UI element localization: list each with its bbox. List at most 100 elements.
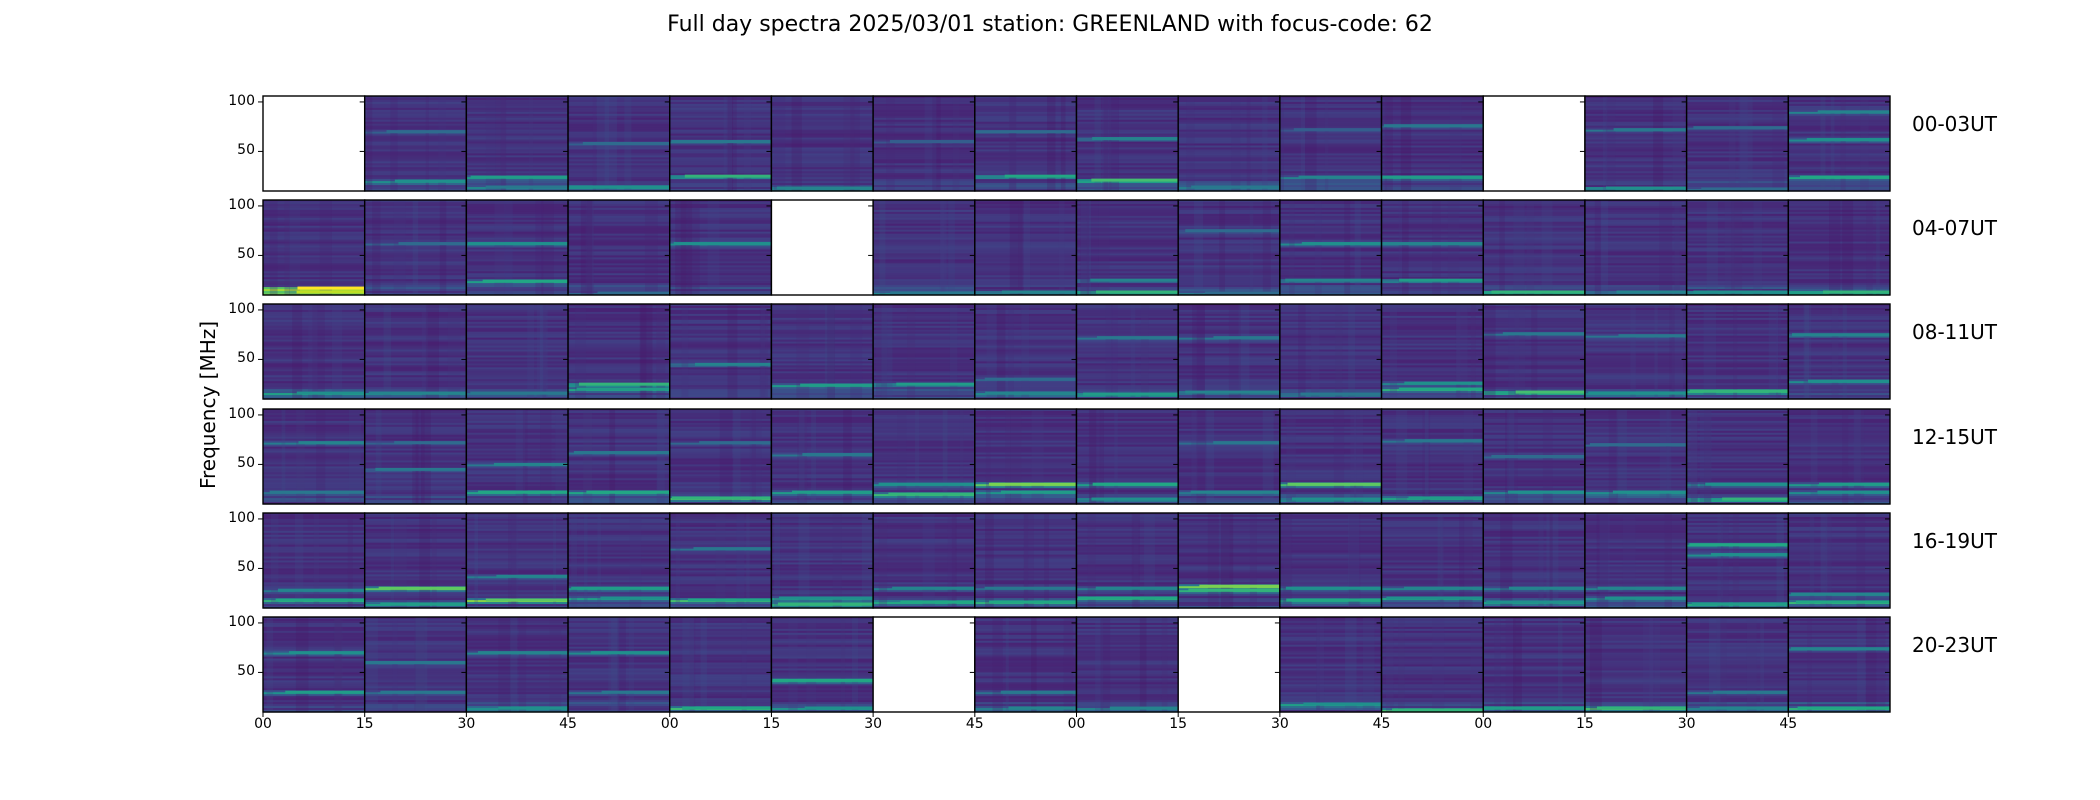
spectrum-cell bbox=[1279, 205, 1382, 209]
spectrum-cell bbox=[1381, 600, 1484, 603]
spectrum-cell bbox=[466, 446, 569, 450]
spectrum-cell bbox=[1483, 273, 1585, 276]
spectrum-cell bbox=[1279, 151, 1382, 154]
spectrum-cell bbox=[1686, 163, 1789, 166]
spectrum-cell bbox=[771, 544, 874, 548]
spectrum-cell bbox=[669, 686, 772, 689]
emission-band bbox=[375, 467, 467, 471]
spectrum-cell bbox=[1584, 307, 1687, 311]
spectrum-cell bbox=[1076, 446, 1179, 450]
spectrum-cell bbox=[1076, 618, 1179, 622]
spectrum-texture bbox=[1105, 304, 1113, 399]
spectrum-cell bbox=[263, 574, 365, 577]
spectrum-cell bbox=[1788, 434, 1890, 438]
spectrum-cell bbox=[466, 409, 569, 412]
spectrum-cell bbox=[364, 125, 467, 129]
spectrum-cell bbox=[364, 446, 467, 450]
emission-band bbox=[1616, 290, 1687, 294]
spectrum-texture bbox=[1738, 96, 1748, 191]
spectrum-texture bbox=[1740, 96, 1753, 191]
spectrum-cell bbox=[1381, 133, 1484, 137]
spectrum-texture bbox=[1349, 513, 1361, 608]
spectrum-cell bbox=[1381, 590, 1484, 593]
spectrum-cell bbox=[568, 592, 670, 595]
spectrum-cell bbox=[466, 636, 569, 640]
spectrum-cell bbox=[568, 347, 670, 351]
spectrum-cell bbox=[1584, 602, 1687, 605]
spectrum-cell bbox=[1788, 444, 1890, 448]
spectrum-cell bbox=[1076, 572, 1179, 575]
spectrum-cell bbox=[974, 434, 1077, 438]
spectrum-cell bbox=[364, 315, 467, 319]
spectrum-cell bbox=[1076, 432, 1179, 436]
spectrum-cell bbox=[1788, 231, 1890, 235]
spectrum-cell bbox=[568, 345, 670, 349]
spectrum-cell bbox=[1788, 494, 1890, 497]
spectrum-cell bbox=[1483, 412, 1585, 416]
spectrum-texture bbox=[1432, 200, 1441, 295]
spectrum-cell bbox=[1483, 442, 1585, 446]
spectrum-cell bbox=[1178, 466, 1280, 469]
spectrum-cell bbox=[1584, 516, 1687, 520]
spectrum-texture bbox=[1140, 304, 1149, 399]
spectrum-cell bbox=[1381, 323, 1484, 327]
spectrum-cell bbox=[669, 97, 772, 101]
emission-band bbox=[1286, 598, 1382, 602]
spectrogram-panel bbox=[1482, 303, 1586, 400]
spectrum-cell bbox=[1788, 313, 1890, 317]
spectrum-cell bbox=[364, 377, 467, 380]
spectrum-cell bbox=[1076, 271, 1179, 274]
spectrum-texture bbox=[1103, 96, 1109, 191]
spectrogram-panel bbox=[567, 303, 671, 400]
spectrum-cell bbox=[1279, 513, 1382, 516]
spectrum-cell bbox=[1381, 395, 1484, 398]
spectrum-cell bbox=[364, 450, 467, 454]
spectrum-cell bbox=[1279, 163, 1382, 166]
spectrum-cell bbox=[771, 424, 874, 428]
spectrum-cell bbox=[568, 161, 670, 164]
spectrum-cell bbox=[1178, 279, 1280, 282]
spectrum-cell bbox=[669, 304, 772, 307]
spectrum-texture bbox=[719, 409, 733, 504]
spectrum-cell bbox=[466, 135, 569, 139]
spectrum-cell bbox=[1381, 361, 1484, 364]
spectrum-texture bbox=[798, 513, 810, 608]
spectrum-cell bbox=[466, 584, 569, 587]
emission-band bbox=[1502, 332, 1585, 336]
spectrogram-panel bbox=[669, 303, 773, 400]
spectrum-cell bbox=[263, 333, 365, 337]
spectrum-cell bbox=[1788, 341, 1890, 345]
spectrum-cell bbox=[974, 694, 1077, 697]
spectrum-cell bbox=[873, 496, 975, 499]
spectrum-cell bbox=[1279, 450, 1382, 454]
spectrum-cell bbox=[873, 488, 975, 491]
spectrum-cell bbox=[1381, 554, 1484, 558]
emission-band bbox=[1800, 175, 1890, 179]
spectrum-cell bbox=[771, 115, 874, 119]
spectrum-cell bbox=[1279, 522, 1382, 526]
spectrum-cell bbox=[669, 261, 772, 264]
spectrum-cell bbox=[1076, 141, 1179, 145]
spectrum-cell bbox=[771, 151, 874, 154]
spectrum-cell bbox=[1178, 464, 1280, 467]
spectrum-texture bbox=[1768, 304, 1779, 399]
spectrum-cell bbox=[1076, 438, 1179, 442]
spectrum-cell bbox=[1788, 123, 1890, 127]
spectrum-cell bbox=[1178, 181, 1280, 184]
spectrum-texture bbox=[609, 409, 616, 504]
spectrum-texture bbox=[949, 304, 958, 399]
spectrum-cell bbox=[1279, 442, 1382, 446]
spectrum-cell bbox=[873, 568, 975, 571]
spectrum-cell bbox=[1686, 580, 1789, 583]
spectrum-cell bbox=[1076, 391, 1179, 394]
spectrum-cell bbox=[1076, 562, 1179, 566]
spectrum-cell bbox=[1076, 466, 1179, 469]
spectrum-cell bbox=[364, 291, 467, 294]
spectrum-cell bbox=[1279, 492, 1382, 495]
spectrum-cell bbox=[466, 171, 569, 174]
spectrum-cell bbox=[466, 486, 569, 489]
spectrum-cell bbox=[1381, 448, 1484, 452]
spectrum-cell bbox=[1686, 117, 1789, 121]
emission-band bbox=[296, 290, 365, 294]
spectrum-cell bbox=[771, 409, 874, 412]
